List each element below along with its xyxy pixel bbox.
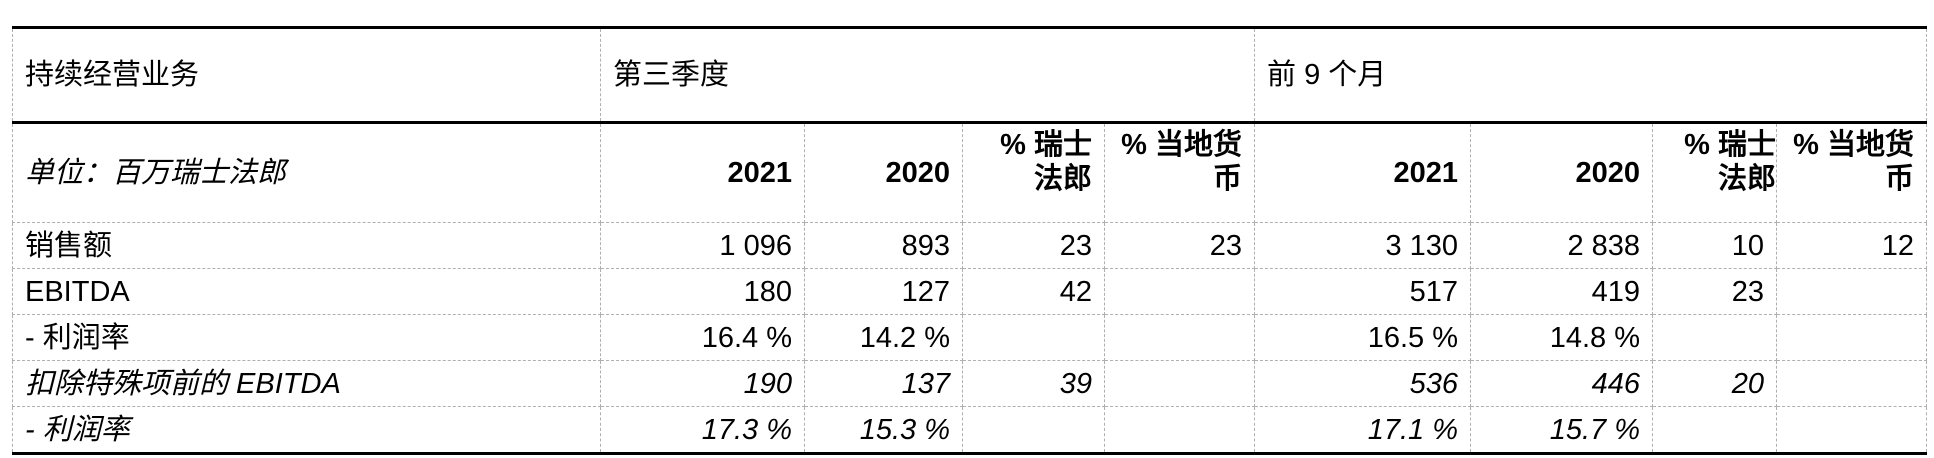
cell-value xyxy=(1776,406,1928,455)
col-9m-2020: 2020 xyxy=(1470,122,1654,223)
table-row: - 利润率 16.4 % 14.2 % 16.5 % 14.8 % xyxy=(12,314,1928,361)
col-9m-lc: % 当地货币 xyxy=(1776,122,1928,223)
subheader-row: 单位：百万瑞士法郎 2021 2020 % 瑞士法郎 % 当地货币 2021 2… xyxy=(12,122,1928,223)
cell-value: 517 xyxy=(1254,268,1472,315)
cell-value: 39 xyxy=(962,360,1105,407)
cell-value: 17.3 % xyxy=(600,406,805,455)
cell-value: 42 xyxy=(962,268,1105,315)
table-title: 持续经营业务 xyxy=(12,26,601,124)
q3-header: 第三季度 xyxy=(599,26,1256,124)
cell-value: 23 xyxy=(1652,268,1778,315)
cell-value xyxy=(962,314,1105,361)
row-label: 销售额 xyxy=(12,222,601,269)
row-label: 扣除特殊项前的 EBITDA xyxy=(12,360,601,407)
financial-table: 持续经营业务 第三季度 前 9 个月 单位：百万瑞士法郎 2021 2020 %… xyxy=(12,26,1928,455)
cell-value xyxy=(962,406,1105,455)
cell-value xyxy=(1652,314,1778,361)
cell-value: 190 xyxy=(600,360,805,407)
header-row: 持续经营业务 第三季度 前 9 个月 xyxy=(12,26,1928,124)
cell-value: 137 xyxy=(804,360,963,407)
nine-months-header: 前 9 个月 xyxy=(1254,26,1928,124)
col-q3-chf: % 瑞士法郎 xyxy=(962,122,1105,223)
cell-value: 10 xyxy=(1652,222,1778,269)
table-row: EBITDA 180 127 42 517 419 23 xyxy=(12,268,1928,315)
cell-value: 127 xyxy=(804,268,963,315)
cell-value xyxy=(1103,360,1256,407)
cell-value: 2 838 xyxy=(1470,222,1654,269)
col-9m-chf: % 瑞士法郎 xyxy=(1652,122,1778,223)
table-row: 扣除特殊项前的 EBITDA 190 137 39 536 446 20 xyxy=(12,360,1928,407)
cell-value: 23 xyxy=(962,222,1105,269)
cell-value: 16.5 % xyxy=(1254,314,1472,361)
unit-label: 单位：百万瑞士法郎 xyxy=(12,122,601,223)
cell-value xyxy=(1776,268,1928,315)
cell-value: 180 xyxy=(600,268,805,315)
col-q3-lc: % 当地货币 xyxy=(1103,122,1256,223)
col-q3-2021: 2021 xyxy=(600,122,805,223)
cell-value xyxy=(1103,406,1256,455)
cell-value xyxy=(1652,406,1778,455)
cell-value xyxy=(1776,360,1928,407)
cell-value: 12 xyxy=(1776,222,1928,269)
row-label: EBITDA xyxy=(12,268,601,315)
cell-value: 16.4 % xyxy=(600,314,805,361)
cell-value xyxy=(1776,314,1928,361)
cell-value: 3 130 xyxy=(1254,222,1472,269)
table-row: 销售额 1 096 893 23 23 3 130 2 838 10 12 xyxy=(12,222,1928,269)
cell-value: 15.7 % xyxy=(1470,406,1654,455)
col-q3-2020: 2020 xyxy=(804,122,963,223)
cell-value: 893 xyxy=(804,222,963,269)
cell-value: 1 096 xyxy=(600,222,805,269)
cell-value xyxy=(1103,314,1256,361)
cell-value: 14.8 % xyxy=(1470,314,1654,361)
cell-value: 14.2 % xyxy=(804,314,963,361)
cell-value xyxy=(1103,268,1256,315)
col-9m-2021: 2021 xyxy=(1254,122,1472,223)
cell-value: 536 xyxy=(1254,360,1472,407)
cell-value: 446 xyxy=(1470,360,1654,407)
row-label: - 利润率 xyxy=(12,314,601,361)
cell-value: 419 xyxy=(1470,268,1654,315)
row-label: - 利润率 xyxy=(12,406,601,455)
cell-value: 15.3 % xyxy=(804,406,963,455)
cell-value: 23 xyxy=(1103,222,1256,269)
cell-value: 17.1 % xyxy=(1254,406,1472,455)
table-row: - 利润率 17.3 % 15.3 % 17.1 % 15.7 % xyxy=(12,406,1928,455)
cell-value: 20 xyxy=(1652,360,1778,407)
